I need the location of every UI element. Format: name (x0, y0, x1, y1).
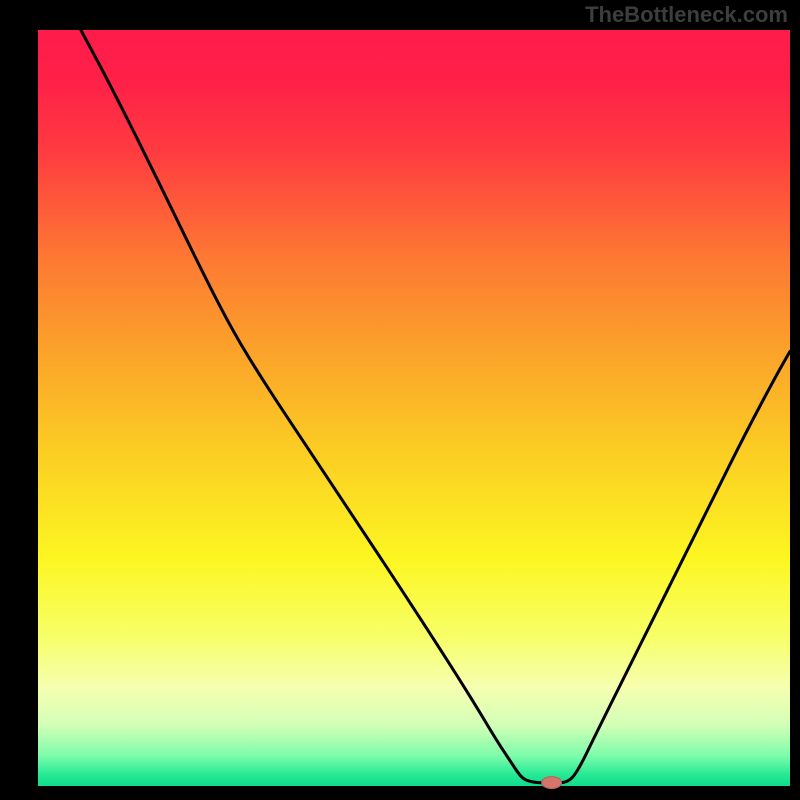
chart-stage: TheBottleneck.com (0, 0, 800, 800)
attribution-text: TheBottleneck.com (585, 2, 788, 28)
optimum-marker (542, 777, 562, 789)
bottleneck-chart (0, 0, 800, 800)
plot-background (38, 30, 790, 786)
